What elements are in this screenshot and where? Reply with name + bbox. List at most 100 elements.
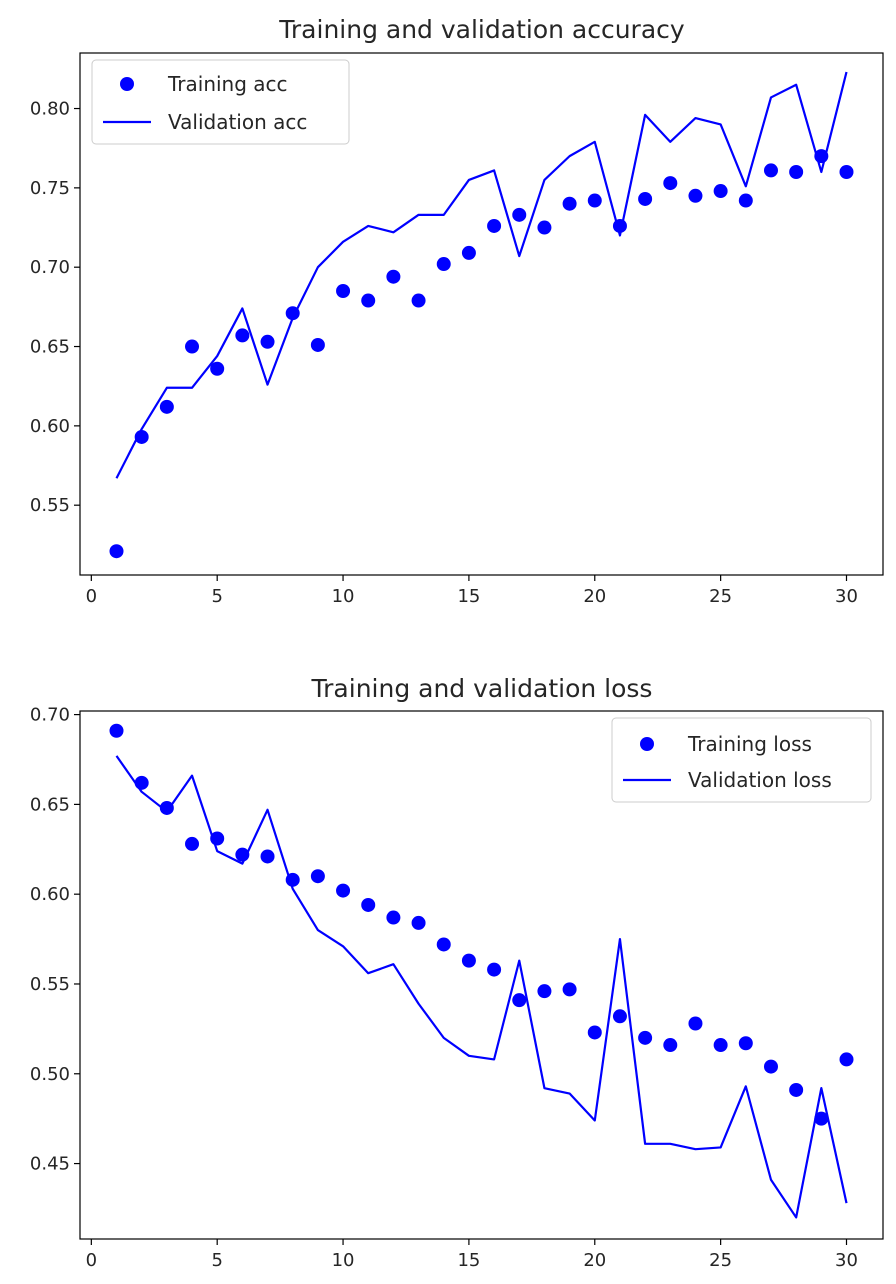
loss-x-tick-label: 0: [86, 1250, 97, 1271]
data-point-training-loss: [562, 982, 577, 997]
accuracy-y-tick-label: 0.65: [30, 337, 70, 358]
data-point-training-acc: [713, 184, 728, 199]
data-point-training-loss: [310, 869, 325, 884]
accuracy-plot-area: 0 5 10 15 20 25 30 0.55 0.60 0.65 0.70 0.75 0.80: [30, 52, 884, 607]
data-point-training-loss: [638, 1030, 653, 1045]
data-point-training-acc: [487, 218, 502, 233]
loss-y-tick-label: 0.50: [30, 1064, 70, 1085]
data-point-training-loss: [336, 883, 351, 898]
data-point-training-loss: [185, 836, 200, 851]
data-point-training-loss: [260, 849, 275, 864]
data-point-training-loss: [386, 910, 401, 925]
data-point-training-acc: [688, 188, 703, 203]
data-point-training-loss: [361, 897, 376, 912]
legend-label-training-acc: Training acc: [167, 72, 288, 96]
loss-axes-frame: [79, 710, 884, 1240]
data-point-training-loss: [159, 800, 174, 815]
accuracy-legend: Training acc Validation acc: [91, 59, 350, 145]
data-point-training-acc: [789, 164, 804, 179]
data-point-training-loss: [738, 1036, 753, 1051]
data-point-training-loss: [663, 1038, 678, 1053]
data-point-training-acc: [235, 328, 250, 343]
accuracy-chart: Training and validation accuracy 0 5 10 15 2…: [30, 15, 884, 607]
data-point-training-acc: [562, 196, 577, 211]
data-point-training-loss: [487, 962, 502, 977]
legend-label-validation-loss: Validation loss: [688, 768, 832, 792]
accuracy-y-tick-label: 0.75: [30, 178, 70, 199]
data-point-training-loss: [763, 1059, 778, 1074]
data-point-training-loss: [839, 1052, 854, 1067]
loss-x-tick-label: 15: [457, 1250, 480, 1271]
legend-marker-training-acc: [120, 77, 134, 91]
accuracy-y-tick-label: 0.60: [30, 416, 70, 437]
accuracy-x-tick-label: 15: [457, 586, 480, 607]
accuracy-y-tick-label: 0.55: [30, 495, 70, 516]
data-point-training-loss: [512, 993, 527, 1008]
loss-x-tick-label: 5: [211, 1250, 222, 1271]
data-point-training-loss: [789, 1082, 804, 1097]
accuracy-x-tick-label: 0: [86, 586, 97, 607]
legend-label-validation-acc: Validation acc: [168, 110, 307, 134]
loss-x-tick-label: 30: [835, 1250, 858, 1271]
loss-legend-box: [611, 717, 872, 803]
loss-y-tick-label: 0.55: [30, 974, 70, 995]
loss-chart: Training and validation loss 0 5 10 15 20 25 3…: [30, 674, 884, 1271]
data-point-training-loss: [688, 1016, 703, 1031]
data-point-training-acc: [109, 544, 124, 559]
loss-plot-area: 0 5 10 15 20 25 30 0.45 0.50 0.55 0.60 0.65 0.70: [30, 705, 884, 1271]
data-point-training-loss: [537, 984, 552, 999]
legend-label-training-loss: Training loss: [687, 732, 812, 756]
data-point-training-acc: [663, 176, 678, 191]
data-point-training-acc: [411, 293, 426, 308]
data-point-training-acc: [537, 220, 552, 235]
data-point-training-loss: [411, 915, 426, 930]
data-point-training-acc: [738, 193, 753, 208]
data-point-training-acc: [336, 283, 351, 298]
loss-x-tick-label: 25: [709, 1250, 732, 1271]
loss-y-tick-label: 0.45: [30, 1154, 70, 1175]
data-point-training-loss: [461, 953, 476, 968]
data-point-training-acc: [512, 207, 527, 222]
data-point-training-acc: [185, 339, 200, 354]
data-point-training-loss: [109, 723, 124, 738]
data-point-training-acc: [587, 193, 602, 208]
loss-y-tick-label: 0.60: [30, 884, 70, 905]
loss-x-tick-label: 10: [332, 1250, 355, 1271]
series-line-validation-loss: [115, 755, 848, 1219]
data-point-training-loss: [612, 1009, 627, 1024]
loss-chart-title: Training and validation loss: [311, 674, 653, 703]
accuracy-x-tick-label: 5: [211, 586, 222, 607]
accuracy-x-tick-label: 30: [835, 586, 858, 607]
accuracy-axes-frame: [79, 52, 884, 576]
accuracy-x-tick-label: 10: [332, 586, 355, 607]
series-line-validation-acc: [115, 71, 848, 479]
data-point-training-loss: [814, 1111, 829, 1126]
data-point-training-acc: [436, 257, 451, 272]
accuracy-legend-box: [91, 59, 350, 145]
data-point-training-acc: [638, 191, 653, 206]
data-point-training-loss: [134, 775, 149, 790]
data-point-training-acc: [839, 164, 854, 179]
loss-y-tick-label: 0.70: [30, 705, 70, 726]
data-point-training-acc: [310, 337, 325, 352]
accuracy-y-tick-label: 0.70: [30, 257, 70, 278]
data-point-training-acc: [210, 361, 225, 376]
loss-x-tick-label: 20: [583, 1250, 606, 1271]
data-point-training-acc: [763, 163, 778, 178]
data-point-training-acc: [361, 293, 376, 308]
data-point-training-loss: [713, 1038, 728, 1053]
data-point-training-loss: [587, 1025, 602, 1040]
legend-marker-training-loss: [640, 737, 654, 751]
data-point-training-acc: [461, 245, 476, 260]
data-point-training-acc: [159, 399, 174, 414]
data-point-training-acc: [260, 334, 275, 349]
accuracy-x-tick-label: 25: [709, 586, 732, 607]
data-point-training-loss: [436, 937, 451, 952]
accuracy-y-tick-label: 0.80: [30, 99, 70, 120]
loss-y-tick-label: 0.65: [30, 794, 70, 815]
loss-legend: Training loss Validation loss: [611, 717, 872, 803]
accuracy-chart-title: Training and validation accuracy: [278, 15, 685, 44]
data-point-training-acc: [386, 269, 401, 284]
